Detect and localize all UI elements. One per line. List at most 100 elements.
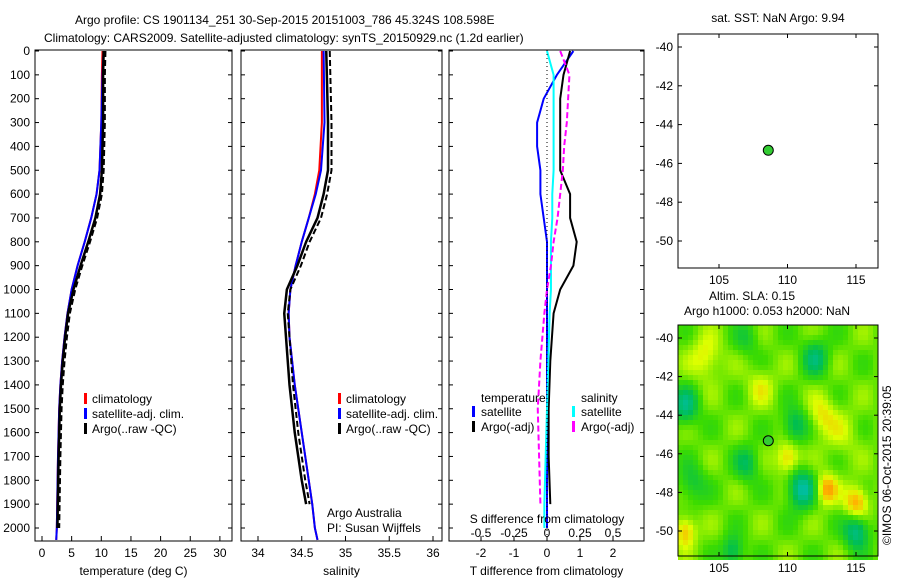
sla-cell	[848, 545, 853, 550]
sla-cell	[758, 545, 763, 550]
sla-cell	[833, 540, 838, 545]
legend-swatch	[84, 408, 87, 419]
sla-cell	[813, 485, 818, 490]
sla-cell	[813, 430, 818, 435]
sla-cell	[803, 455, 808, 460]
sla-cell	[873, 555, 878, 560]
sla-cell	[873, 550, 878, 555]
sla-cell	[813, 450, 818, 455]
sla-cell	[873, 345, 878, 350]
sla-cell	[723, 350, 728, 355]
sla-cell	[793, 425, 798, 430]
sla-cell	[713, 385, 718, 390]
sla-cell	[843, 430, 848, 435]
sla-cell	[688, 505, 693, 510]
sla-cell	[708, 435, 713, 440]
sla-cell	[713, 485, 718, 490]
sla-cell	[868, 375, 873, 380]
sla-cell	[743, 545, 748, 550]
sla-cell	[873, 480, 878, 485]
sla-cell	[833, 365, 838, 370]
sla-cell	[678, 370, 683, 375]
sla-cell	[793, 525, 798, 530]
x2-tick-label: -0.25	[500, 526, 528, 540]
sla-cell	[683, 350, 688, 355]
sla-cell	[683, 335, 688, 340]
sla-cell	[803, 355, 808, 360]
sla-cell	[793, 345, 798, 350]
sla-cell	[708, 525, 713, 530]
sla-cell	[738, 330, 743, 335]
sla-cell	[843, 385, 848, 390]
sla-cell	[848, 460, 853, 465]
sla-cell	[833, 445, 838, 450]
sla-cell	[818, 445, 823, 450]
sla-cell	[858, 370, 863, 375]
sla-cell	[743, 360, 748, 365]
sla-cell	[703, 345, 708, 350]
sla-cell	[753, 495, 758, 500]
sla-cell	[738, 520, 743, 525]
sla-cell	[773, 535, 778, 540]
sla-cell	[813, 550, 818, 555]
sla-cell	[763, 530, 768, 535]
sla-cell	[858, 450, 863, 455]
sla-cell	[763, 510, 768, 515]
sla-cell	[813, 470, 818, 475]
sla-cell	[853, 330, 858, 335]
sla-cell	[778, 360, 783, 365]
sla-cell	[768, 515, 773, 520]
series-line-salinity-argo-adj-	[536, 50, 571, 505]
sla-cell	[793, 325, 798, 330]
sla-cell	[728, 470, 733, 475]
sla-cell	[733, 460, 738, 465]
sla-cell	[738, 510, 743, 515]
sla-cell	[808, 450, 813, 455]
sla-cell	[698, 505, 703, 510]
sla-cell	[783, 365, 788, 370]
sla-cell	[733, 520, 738, 525]
sla-cell	[723, 450, 728, 455]
sla-cell	[843, 555, 848, 560]
sla-cell	[833, 355, 838, 360]
sla-cell	[833, 455, 838, 460]
sla-cell	[783, 415, 788, 420]
sla-cell	[708, 330, 713, 335]
sla-cell	[753, 485, 758, 490]
sla-cell	[828, 425, 833, 430]
sla-cell	[833, 435, 838, 440]
sla-cell	[683, 520, 688, 525]
sla-cell	[723, 445, 728, 450]
sla-cell	[758, 430, 763, 435]
sla-cell	[813, 355, 818, 360]
sla-cell	[728, 395, 733, 400]
sla-cell	[723, 435, 728, 440]
sla-cell	[838, 450, 843, 455]
sla-cell	[828, 555, 833, 560]
sla-cell	[858, 400, 863, 405]
sla-cell	[783, 470, 788, 475]
legend-label: climatology	[92, 392, 152, 406]
sla-cell	[873, 535, 878, 540]
sla-cell	[723, 385, 728, 390]
sla-cell	[763, 345, 768, 350]
sla-cell	[688, 335, 693, 340]
y-tick-label: 200	[10, 92, 30, 106]
sla-cell	[833, 410, 838, 415]
sla-cell	[728, 535, 733, 540]
sla-cell	[848, 500, 853, 505]
sla-cell	[748, 420, 753, 425]
x2-tick-label: -0.5	[471, 526, 492, 540]
sla-cell	[833, 370, 838, 375]
sla-cell	[868, 345, 873, 350]
sla-cell	[753, 410, 758, 415]
sla-cell	[703, 520, 708, 525]
sla-cell	[808, 360, 813, 365]
sla-cell	[778, 515, 783, 520]
sla-cell	[763, 535, 768, 540]
sla-cell	[718, 360, 723, 365]
sla-cell	[703, 325, 708, 330]
sla-cell	[728, 345, 733, 350]
sla-cell	[833, 340, 838, 345]
sla-cell	[698, 390, 703, 395]
